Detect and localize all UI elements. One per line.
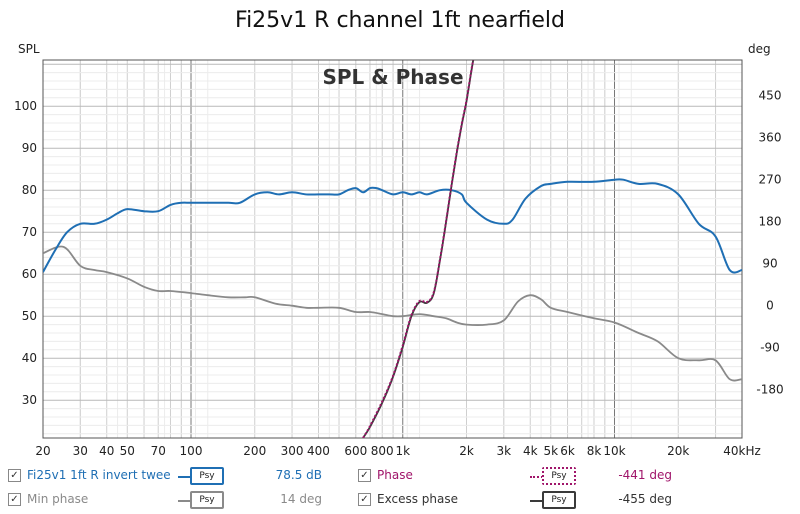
legend-psy-button-phase[interactable]: Psy xyxy=(530,467,576,485)
x-tick-label: 400 xyxy=(307,444,330,458)
y-tick-label: 70 xyxy=(22,225,37,239)
x-tick-label: 4k xyxy=(523,444,538,458)
y2-tick-label: 90 xyxy=(762,257,777,271)
legend-checkbox-spl[interactable]: ✓ xyxy=(8,469,21,482)
legend-checkbox-excess-phase[interactable]: ✓ xyxy=(358,493,371,506)
x-tick-label: 100 xyxy=(180,444,203,458)
legend-psy-button-excess-phase[interactable]: Psy xyxy=(530,491,576,509)
y2-tick-label: 180 xyxy=(759,215,782,229)
legend-checkbox-phase[interactable]: ✓ xyxy=(358,469,371,482)
x-tick-label: 20k xyxy=(667,444,689,458)
y-tick-label: 90 xyxy=(22,141,37,155)
x-tick-label: 5k xyxy=(543,444,558,458)
x-tick-label: 1k xyxy=(395,444,410,458)
x-tick-label: 10k xyxy=(603,444,625,458)
chart-subtitle: SPL & Phase xyxy=(322,65,463,89)
x-tick-label: 70 xyxy=(151,444,166,458)
x-tick-label: 8k xyxy=(587,444,602,458)
y-tick-label: 40 xyxy=(22,351,37,365)
y2-tick-label: 0 xyxy=(766,299,774,313)
y2-tick-label: -180 xyxy=(756,383,783,397)
y2-tick-label: 450 xyxy=(759,89,782,103)
series-line-phase xyxy=(362,60,475,438)
x-tick-label: 200 xyxy=(243,444,266,458)
x-tick-label: 600 xyxy=(344,444,367,458)
psy-label: Psy xyxy=(542,467,576,485)
chart-title: Fi25v1 R channel 1ft nearfield xyxy=(235,8,565,33)
legend-value-spl: 78.5 dB xyxy=(275,468,322,482)
checkmark-icon: ✓ xyxy=(10,494,19,505)
psy-label: Psy xyxy=(542,491,576,509)
legend-label-min-phase: Min phase xyxy=(27,492,89,506)
x-tick-label: 800 xyxy=(371,444,394,458)
x-tick-label: 6k xyxy=(560,444,575,458)
y-tick-label: 30 xyxy=(22,393,37,407)
checkmark-icon: ✓ xyxy=(10,470,19,481)
plot-frame xyxy=(42,59,743,439)
x-tick-label: 300 xyxy=(281,444,304,458)
y-tick-label: 100 xyxy=(14,99,37,113)
y-tick-label: 50 xyxy=(22,309,37,323)
x-tick-label: 30 xyxy=(73,444,88,458)
y-tick-label: 60 xyxy=(22,267,37,281)
checkmark-icon: ✓ xyxy=(360,494,369,505)
legend-row-1: ✓ Fi25v1 1ft R invert twee Psy 78.5 dB ✓… xyxy=(0,465,800,487)
legend-value-phase: -441 deg xyxy=(618,468,672,482)
series-line-spl xyxy=(43,178,742,274)
x-tick-label: 3k xyxy=(496,444,511,458)
legend-value-excess-phase: -455 deg xyxy=(618,492,672,506)
x-tick-label: 50 xyxy=(120,444,135,458)
x-tick-label: 20 xyxy=(35,444,50,458)
legend-psy-button-min-phase[interactable]: Psy xyxy=(178,491,224,509)
x-tick-label: 40 xyxy=(99,444,114,458)
y-axis-label: SPL xyxy=(18,42,40,56)
y2-tick-label: -90 xyxy=(760,341,780,355)
y-tick-label: 80 xyxy=(22,183,37,197)
psy-label: Psy xyxy=(190,491,224,509)
x-tick-label: 40kHz xyxy=(723,444,761,458)
legend-psy-button-spl[interactable]: Psy xyxy=(178,467,224,485)
y2-tick-label: 270 xyxy=(759,173,782,187)
legend-checkbox-min-phase[interactable]: ✓ xyxy=(8,493,21,506)
checkmark-icon: ✓ xyxy=(360,470,369,481)
x-tick-label: 2k xyxy=(459,444,474,458)
legend-label-excess-phase: Excess phase xyxy=(377,492,458,506)
y2-tick-label: 360 xyxy=(759,131,782,145)
legend-value-min-phase: 14 deg xyxy=(280,492,322,506)
legend-row-2: ✓ Min phase Psy 14 deg ✓ Excess phase Ps… xyxy=(0,489,800,511)
legend-label-phase: Phase xyxy=(377,468,413,482)
legend-label-spl: Fi25v1 1ft R invert twee xyxy=(27,468,171,482)
y2-axis-label: deg xyxy=(748,42,771,56)
series-line-min-phase xyxy=(43,245,742,382)
psy-label: Psy xyxy=(190,467,224,485)
